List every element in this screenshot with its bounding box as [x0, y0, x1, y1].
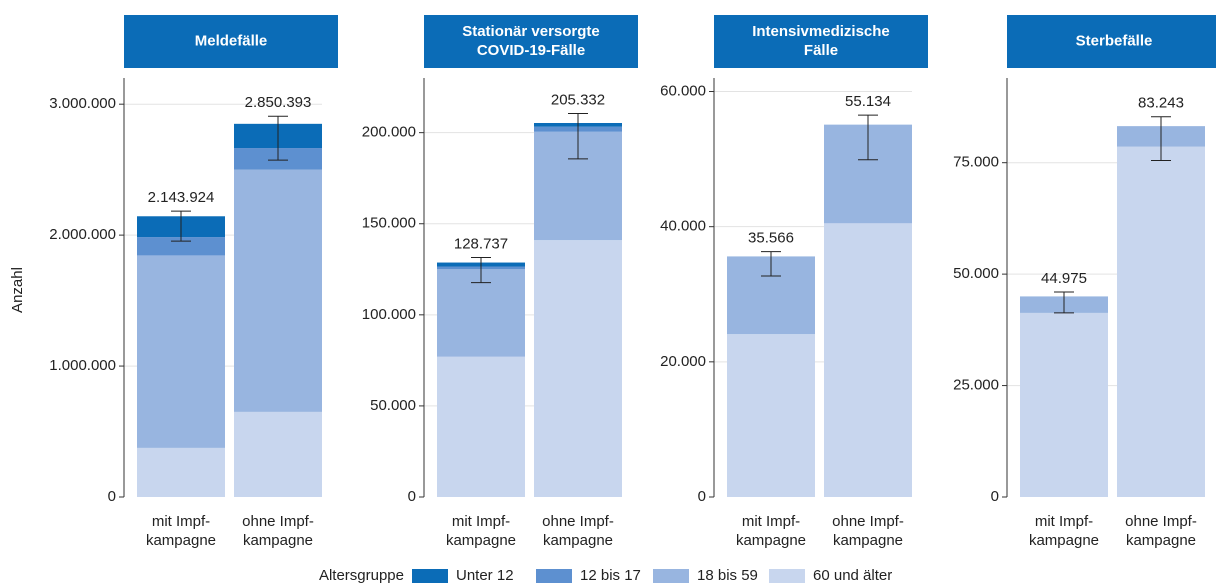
- panel-title: Fälle: [804, 42, 838, 59]
- y-tick-label: 50.000: [370, 397, 416, 414]
- x-tick-label: kampagne: [736, 532, 806, 549]
- bar-segment: [137, 447, 225, 497]
- bar-segment: [137, 237, 225, 256]
- panel-title-box: [714, 15, 928, 68]
- x-tick-label: kampagne: [833, 532, 903, 549]
- x-tick-label: mit Impf-: [452, 513, 510, 530]
- x-tick-label: kampagne: [446, 532, 516, 549]
- x-tick-label: ohne Impf-: [832, 513, 904, 530]
- y-tick-label: 0: [991, 488, 999, 505]
- bar-segment: [234, 411, 322, 497]
- panel-title-box: [1007, 15, 1216, 68]
- total-label: 2.143.924: [148, 189, 215, 206]
- legend-swatch: [412, 569, 448, 583]
- bar-segment: [437, 269, 525, 357]
- legend-label: Unter 12: [456, 567, 514, 584]
- legend-swatch: [769, 569, 805, 583]
- legend-swatch: [653, 569, 689, 583]
- y-tick-label: 150.000: [362, 215, 416, 232]
- total-label: 128.737: [454, 235, 508, 252]
- y-tick-label: 3.000.000: [49, 95, 116, 112]
- x-tick-label: kampagne: [1126, 532, 1196, 549]
- bar-segment: [727, 334, 815, 497]
- y-tick-label: 0: [108, 488, 116, 505]
- bar-segment: [534, 240, 622, 498]
- legend-label: 12 bis 17: [580, 567, 641, 584]
- panel-title-box: [424, 15, 638, 68]
- y-tick-label: 60.000: [660, 82, 706, 99]
- total-label: 2.850.393: [245, 94, 312, 111]
- panel-title: COVID-19-Fälle: [477, 42, 585, 59]
- legend-title: Altersgruppe: [319, 567, 404, 584]
- panel-title: Stationär versorgte: [462, 23, 600, 40]
- y-tick-label: 2.000.000: [49, 226, 116, 243]
- x-tick-label: kampagne: [243, 532, 313, 549]
- total-label: 55.134: [845, 93, 891, 110]
- x-tick-label: mit Impf-: [742, 513, 800, 530]
- x-tick-label: kampagne: [1029, 532, 1099, 549]
- x-tick-label: kampagne: [146, 532, 216, 549]
- total-label: 205.332: [551, 91, 605, 108]
- x-tick-label: ohne Impf-: [542, 513, 614, 530]
- panel-title: Intensivmedizische: [752, 23, 890, 40]
- y-tick-label: 1.000.000: [49, 357, 116, 374]
- total-label: 35.566: [748, 230, 794, 247]
- panel-title-box: [124, 15, 338, 68]
- panel-title: Sterbefälle: [1076, 32, 1153, 49]
- bar-segment: [234, 169, 322, 412]
- x-tick-label: kampagne: [543, 532, 613, 549]
- y-axis-label: Anzahl: [9, 267, 26, 313]
- bar-segment: [1117, 146, 1205, 497]
- x-tick-label: ohne Impf-: [1125, 513, 1197, 530]
- bar-segment: [437, 356, 525, 497]
- x-tick-label: mit Impf-: [152, 513, 210, 530]
- legend-swatch: [536, 569, 572, 583]
- y-tick-label: 75.000: [953, 154, 999, 171]
- bar-segment: [1020, 312, 1108, 497]
- bar-segment: [137, 255, 225, 448]
- y-tick-label: 0: [408, 488, 416, 505]
- legend-label: 18 bis 59: [697, 567, 758, 584]
- total-label: 83.243: [1138, 95, 1184, 112]
- y-tick-label: 40.000: [660, 218, 706, 235]
- bar-segment: [824, 223, 912, 497]
- y-tick-label: 20.000: [660, 353, 706, 370]
- y-tick-label: 200.000: [362, 124, 416, 141]
- y-tick-label: 100.000: [362, 306, 416, 323]
- x-tick-label: ohne Impf-: [242, 513, 314, 530]
- y-tick-label: 50.000: [953, 265, 999, 282]
- panel-title: Meldefälle: [195, 32, 268, 49]
- x-tick-label: mit Impf-: [1035, 513, 1093, 530]
- y-tick-label: 0: [698, 488, 706, 505]
- legend-label: 60 und älter: [813, 567, 892, 584]
- y-tick-label: 25.000: [953, 377, 999, 394]
- total-label: 44.975: [1041, 270, 1087, 287]
